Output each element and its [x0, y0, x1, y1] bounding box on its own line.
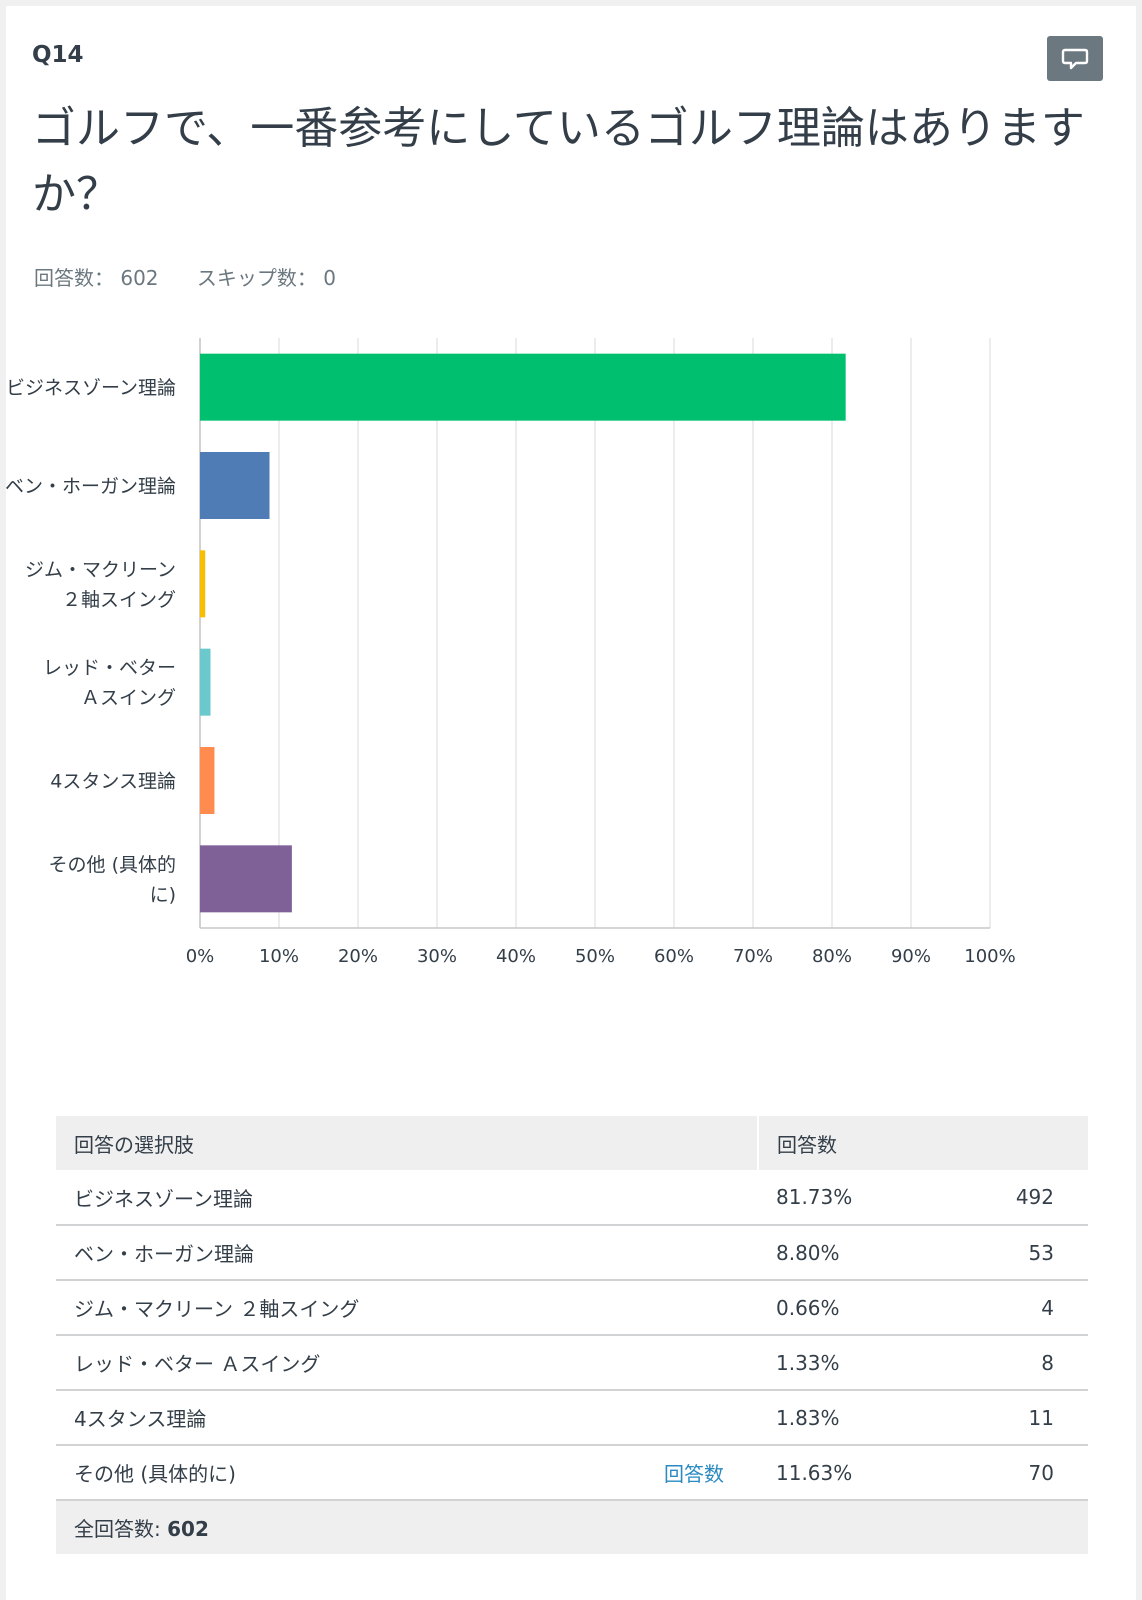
table-row: ベン・ホーガン理論 8.80% 53 — [56, 1225, 1088, 1281]
category-label: ２軸スイング — [62, 589, 176, 611]
choice-label: 4スタンス理論 — [56, 1390, 569, 1446]
bar — [200, 452, 270, 519]
response-count: 11 — [958, 1390, 1088, 1446]
x-tick-label: 100% — [964, 946, 1015, 967]
x-tick-label: 90% — [891, 946, 931, 967]
response-percent: 1.83% — [758, 1390, 958, 1446]
x-tick-label: 70% — [733, 946, 773, 967]
bar — [200, 550, 206, 618]
x-tick-label: 60% — [654, 946, 694, 967]
response-percent: 0.66% — [758, 1280, 958, 1336]
answered-stat: 回答数： 602 — [34, 266, 159, 290]
category-label: ベン・ホーガン理論 — [6, 476, 176, 498]
responses-link[interactable]: 回答数 — [568, 1445, 758, 1501]
total-label: 全回答数: — [74, 1517, 168, 1541]
comment-icon — [1061, 48, 1089, 69]
table-header-row: 回答の選択肢 回答数 — [56, 1116, 1088, 1170]
bar-chart: 0% 10% 20% 30% 40% 50% 60% 70% 80% 90% 100% ビジネスゾーン… — [6, 338, 1016, 967]
category-label: に) — [150, 884, 176, 906]
response-count: 4 — [958, 1280, 1088, 1336]
x-tick-label: 80% — [812, 946, 852, 967]
response-count: 8 — [958, 1335, 1088, 1391]
empty-cell — [568, 1335, 758, 1391]
empty-cell — [568, 1225, 758, 1281]
answered-count: 602 — [120, 266, 159, 290]
category-label: ビジネスゾーン理論 — [6, 377, 176, 399]
bar — [200, 648, 211, 716]
response-count: 492 — [958, 1170, 1088, 1226]
header-responses: 回答数 — [757, 1116, 1088, 1170]
header-choices: 回答の選択肢 — [56, 1116, 758, 1170]
empty-cell — [568, 1280, 758, 1336]
response-stats: 回答数： 602 スキップ数： 0 — [34, 262, 368, 291]
total-row: 全回答数: 602 — [56, 1500, 1088, 1554]
table-row: ジム・マクリーン ２軸スイング 0.66% 4 — [56, 1280, 1088, 1336]
response-percent: 81.73% — [758, 1170, 958, 1226]
response-percent: 1.33% — [758, 1335, 958, 1391]
table-row: その他 (具体的に) 回答数 11.63% 70 — [56, 1445, 1088, 1501]
empty-cell — [568, 1170, 758, 1226]
bar — [200, 845, 292, 913]
response-percent: 11.63% — [758, 1445, 958, 1501]
x-tick-label: 50% — [575, 946, 615, 967]
choice-label: レッド・ベター Ａスイング — [56, 1335, 569, 1391]
table-body: ビジネスゾーン理論 81.73% 492 ベン・ホーガン理論 8.80% 53 ジム・マクリ… — [56, 1170, 1088, 1554]
category-label: 4スタンス理論 — [50, 771, 176, 793]
skipped-count: 0 — [323, 266, 336, 290]
table-row: ビジネスゾーン理論 81.73% 492 — [56, 1170, 1088, 1226]
response-count: 70 — [958, 1445, 1088, 1501]
response-count: 53 — [958, 1225, 1088, 1281]
bar — [200, 747, 215, 814]
category-label: レッド・ベター — [43, 657, 176, 679]
total-value: 602 — [167, 1517, 209, 1541]
x-tick-label: 0% — [186, 946, 215, 967]
answered-label: 回答数： — [34, 266, 114, 290]
category-label: Ａスイング — [81, 687, 176, 709]
x-tick-label: 40% — [496, 946, 536, 967]
x-tick-label: 20% — [338, 946, 378, 967]
bar — [200, 353, 846, 421]
empty-cell — [568, 1390, 758, 1446]
choice-label: その他 (具体的に) — [56, 1445, 569, 1501]
choice-label: ジム・マクリーン ２軸スイング — [56, 1280, 569, 1336]
summary-table: 回答の選択肢 回答数 ビジネスゾーン理論 81.73% 492 ベン・ホーガン理論 8.… — [56, 1116, 1088, 1554]
x-tick-label: 10% — [259, 946, 299, 967]
question-title: ゴルフで、一番参考にしているゴルフ理論はありますか？ — [32, 103, 1085, 220]
x-tick-label: 30% — [417, 946, 457, 967]
table-row: レッド・ベター Ａスイング 1.33% 8 — [56, 1335, 1088, 1391]
response-percent: 8.80% — [758, 1225, 958, 1281]
category-label: ジム・マクリーン — [25, 559, 176, 581]
skipped-label: スキップ数： — [196, 266, 317, 290]
question-number: Q14 — [32, 42, 84, 68]
question-card: Q14 ゴルフで、一番参考にしているゴルフ理論はありますか？ 回答数： 602 … — [6, 6, 1136, 1600]
choice-label: ベン・ホーガン理論 — [56, 1225, 569, 1281]
choice-label: ビジネスゾーン理論 — [56, 1170, 569, 1226]
comment-button[interactable] — [1047, 36, 1103, 81]
table-row: 4スタンス理論 1.83% 11 — [56, 1390, 1088, 1446]
total-responses: 全回答数: 602 — [56, 1500, 1088, 1554]
skipped-stat: スキップ数： 0 — [197, 266, 336, 290]
category-label: その他 (具体的 — [49, 854, 176, 876]
